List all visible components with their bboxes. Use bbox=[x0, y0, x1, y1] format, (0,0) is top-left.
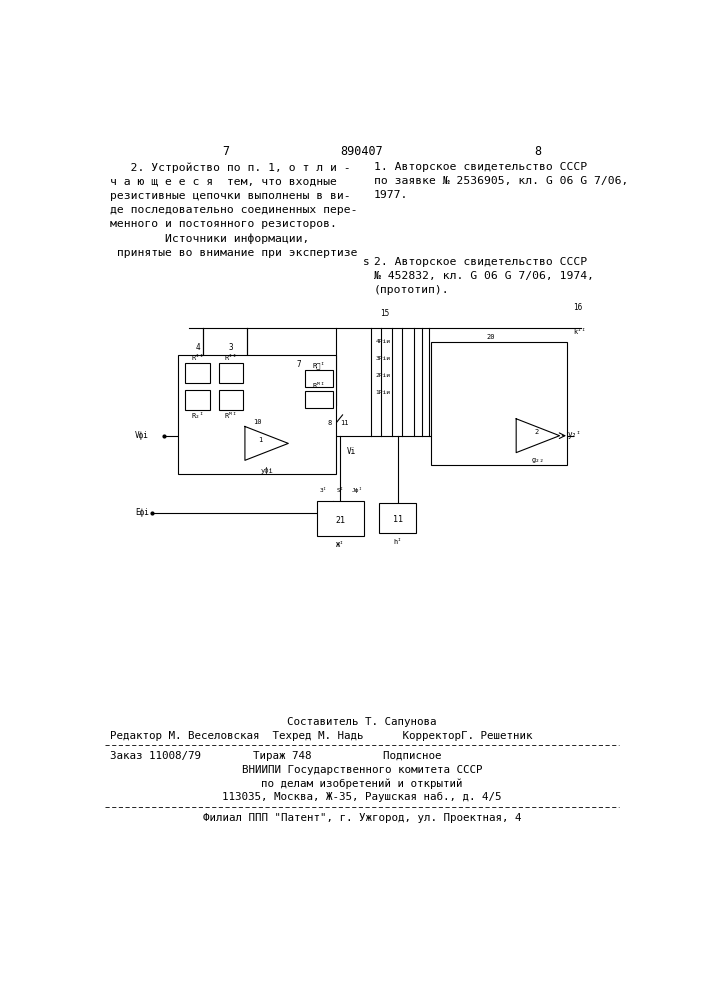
Text: 1. Авторское свидетельство СССР
по заявке № 2536905, кл. G 06 G 7/06,
1977.: 1. Авторское свидетельство СССР по заявк… bbox=[373, 162, 628, 200]
Text: Составитель Т. Сапунова: Составитель Т. Сапунова bbox=[287, 717, 437, 727]
Text: 2. Авторское свидетельство СССР
№ 452832, кл. G 06 G 7/06, 1974,
(прототип).: 2. Авторское свидетельство СССР № 452832… bbox=[373, 257, 594, 295]
Text: 890407: 890407 bbox=[341, 145, 383, 158]
Polygon shape bbox=[516, 419, 559, 453]
Text: Jфᴵ: Jфᴵ bbox=[351, 487, 363, 493]
Text: R₃ᴵ: R₃ᴵ bbox=[457, 390, 470, 396]
Text: по делам изобретений и открытий: по делам изобретений и открытий bbox=[261, 778, 462, 789]
Bar bbox=[185, 363, 210, 383]
Bar bbox=[177, 355, 337, 474]
Bar bbox=[185, 389, 210, 410]
Text: 10: 10 bbox=[253, 419, 262, 425]
Text: Редактор М. Веселовская  Техред М. Надь      КорректорГ. Решетник: Редактор М. Веселовская Техред М. Надь К… bbox=[110, 731, 532, 741]
Bar bbox=[476, 351, 506, 366]
Text: hᴵ: hᴵ bbox=[393, 539, 402, 545]
Text: Rᴏᴵ: Rᴏᴵ bbox=[313, 361, 326, 369]
Text: 8: 8 bbox=[327, 420, 332, 426]
Bar bbox=[218, 363, 243, 383]
Bar bbox=[305, 391, 333, 408]
Text: Rᴏᴵ: Rᴏᴵ bbox=[450, 342, 462, 349]
Bar bbox=[449, 397, 478, 413]
Text: R₄ᴵ: R₄ᴵ bbox=[457, 409, 470, 415]
Text: 3ᴵ: 3ᴵ bbox=[320, 488, 327, 493]
Text: 2Рiи: 2Рiи bbox=[375, 373, 390, 378]
Text: yфi: yфi bbox=[260, 466, 273, 474]
Text: Жᴵ: Жᴵ bbox=[336, 542, 344, 548]
Text: Заказ 11008/79        Тираж 748           Подписное: Заказ 11008/79 Тираж 748 Подписное bbox=[110, 751, 442, 761]
Text: 17: 17 bbox=[513, 351, 522, 360]
Text: R₂ᴵ: R₂ᴵ bbox=[192, 413, 204, 419]
Text: ВНИИПИ Государственного комитета СССР: ВНИИПИ Государственного комитета СССР bbox=[242, 765, 482, 775]
Bar bbox=[305, 370, 333, 387]
Bar bbox=[317, 501, 363, 536]
Text: y₂ᴵ: y₂ᴵ bbox=[567, 430, 581, 439]
Polygon shape bbox=[245, 426, 288, 460]
Text: 3Рiи: 3Рiи bbox=[375, 356, 390, 361]
Text: 113035, Москва, Ж-35, Раушская наб., д. 4/5: 113035, Москва, Ж-35, Раушская наб., д. … bbox=[222, 791, 502, 802]
Text: 19: 19 bbox=[430, 343, 438, 349]
Bar bbox=[449, 416, 478, 432]
Text: 2. Устройство по п. 1, о т л и -
ч а ю щ е е с я  тем, что входные
резистивные ц: 2. Устройство по п. 1, о т л и - ч а ю щ… bbox=[110, 162, 358, 258]
Text: 1Рiи: 1Рiи bbox=[375, 390, 390, 395]
Text: 11: 11 bbox=[392, 515, 402, 524]
Text: 20: 20 bbox=[486, 334, 495, 340]
Text: 9: 9 bbox=[442, 397, 446, 406]
Text: 2: 2 bbox=[534, 429, 539, 435]
Text: 7: 7 bbox=[222, 145, 229, 158]
Text: Vфi: Vфi bbox=[135, 431, 149, 440]
Text: 16: 16 bbox=[573, 304, 582, 312]
Text: Rᴵᴵ: Rᴵᴵ bbox=[192, 355, 204, 361]
Text: 21: 21 bbox=[335, 516, 345, 525]
Text: g₂₂: g₂₂ bbox=[532, 457, 544, 463]
Text: kᴵᴵ: kᴵᴵ bbox=[573, 329, 585, 335]
Text: 8: 8 bbox=[534, 145, 542, 158]
Bar bbox=[431, 342, 566, 465]
Text: Rᴹᴵ: Rᴹᴵ bbox=[225, 413, 238, 419]
Text: R₆ᴵ: R₆ᴵ bbox=[484, 343, 497, 349]
Text: Vi: Vi bbox=[347, 447, 356, 456]
Text: 11: 11 bbox=[340, 420, 349, 426]
Text: Филиал ППП "Патент", г. Ужгород, ул. Проектная, 4: Филиал ППП "Патент", г. Ужгород, ул. Про… bbox=[203, 813, 521, 823]
Text: Sᴵ: Sᴵ bbox=[337, 488, 344, 493]
Text: Eфi: Eфi bbox=[135, 508, 149, 517]
Text: 4: 4 bbox=[195, 343, 200, 352]
Text: Rᴹᴵ: Rᴹᴵ bbox=[313, 383, 326, 389]
Bar bbox=[379, 503, 416, 533]
Text: s: s bbox=[363, 257, 370, 267]
Text: 7: 7 bbox=[297, 360, 301, 369]
Text: 3: 3 bbox=[228, 343, 233, 352]
Text: 4Рiи: 4Рiи bbox=[375, 339, 390, 344]
Text: Rᴵᴵ: Rᴵᴵ bbox=[225, 355, 238, 361]
Bar bbox=[441, 351, 470, 366]
Text: 1: 1 bbox=[258, 437, 262, 443]
Bar bbox=[218, 389, 243, 410]
Text: 15: 15 bbox=[380, 309, 390, 318]
